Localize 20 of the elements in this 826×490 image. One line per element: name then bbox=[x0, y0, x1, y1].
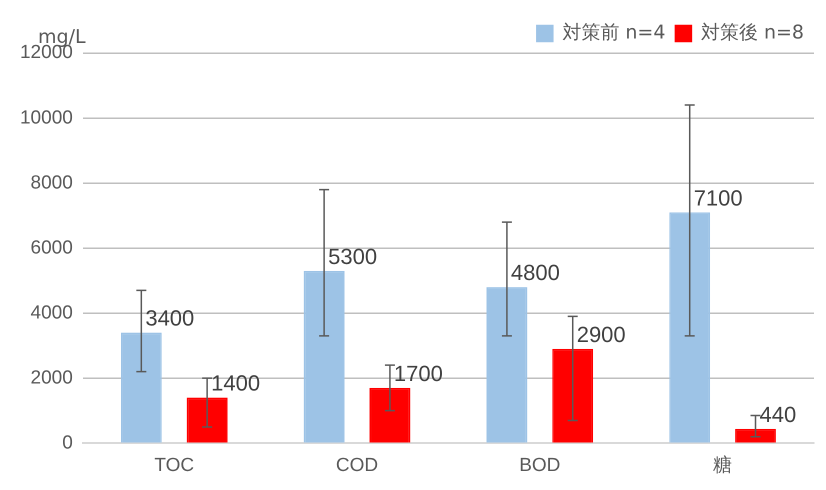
y-tick-label: 2000 bbox=[30, 367, 73, 388]
y-tick-label: 0 bbox=[62, 432, 73, 454]
y-tick-label: 6000 bbox=[30, 237, 73, 258]
y-tick-label: 10000 bbox=[20, 107, 73, 128]
legend-label: 対策後 n=8 bbox=[700, 21, 804, 44]
y-tick-label: 4000 bbox=[30, 302, 73, 324]
legend-label: 対策前 n=4 bbox=[562, 21, 666, 44]
data-label: 4800 bbox=[510, 260, 560, 286]
y-tick-label: 8000 bbox=[30, 172, 73, 194]
x-tick-label: COD bbox=[336, 454, 378, 476]
x-tick-label: TOC bbox=[154, 454, 194, 476]
data-label: 1700 bbox=[394, 360, 443, 386]
data-label: 440 bbox=[760, 402, 796, 427]
x-tick-label: BOD bbox=[519, 454, 560, 476]
data-label: 3400 bbox=[145, 306, 194, 331]
x-tick-label: 糖 bbox=[713, 454, 732, 476]
data-label: 5300 bbox=[328, 244, 378, 269]
data-label: 1400 bbox=[211, 370, 260, 396]
data-label: 7100 bbox=[694, 185, 743, 210]
data-label: 2900 bbox=[576, 322, 626, 347]
